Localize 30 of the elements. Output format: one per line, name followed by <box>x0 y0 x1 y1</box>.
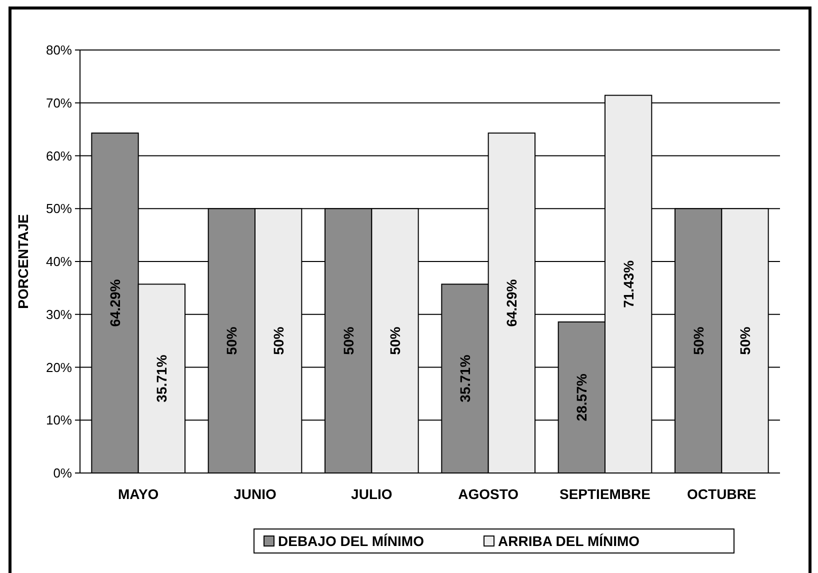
data-label: 50% <box>690 326 706 355</box>
x-tick-label: SEPTIEMBRE <box>559 486 651 502</box>
y-tick-label: 60% <box>46 148 72 164</box>
data-label: 50% <box>387 326 403 355</box>
legend-label: DEBAJO DEL MÍNIMO <box>278 533 424 549</box>
x-tick-label: MAYO <box>118 486 159 502</box>
data-label: 28.57% <box>574 373 590 422</box>
x-tick-label: OCTUBRE <box>687 486 756 502</box>
y-tick-label: 10% <box>46 412 72 428</box>
legend-label: ARRIBA DEL MÍNIMO <box>498 533 640 549</box>
x-tick-label: JUNIO <box>234 486 276 502</box>
y-tick-label: 30% <box>46 306 72 322</box>
y-tick-label: 0% <box>53 466 72 480</box>
y-tick-label: 70% <box>46 95 72 110</box>
x-tick-label: AGOSTO <box>458 486 519 502</box>
x-tick-label: JULIO <box>351 486 392 502</box>
data-label: 71.43% <box>620 260 636 308</box>
y-axis-title: PORCENTAJE <box>15 214 31 309</box>
y-tick-label: 80% <box>46 42 72 58</box>
y-tick-label: 40% <box>46 254 72 269</box>
data-label: 64.29% <box>504 278 520 327</box>
data-label: 35.71% <box>154 354 170 402</box>
y-tick-label: 20% <box>46 360 72 375</box>
data-label: 35.71% <box>457 354 473 402</box>
data-label: 50% <box>340 326 356 355</box>
data-label: 50% <box>224 326 240 355</box>
y-tick-label: 50% <box>46 201 72 216</box>
data-label: 50% <box>270 326 286 355</box>
data-label: 64.29% <box>107 278 123 327</box>
data-label: 50% <box>737 326 753 355</box>
